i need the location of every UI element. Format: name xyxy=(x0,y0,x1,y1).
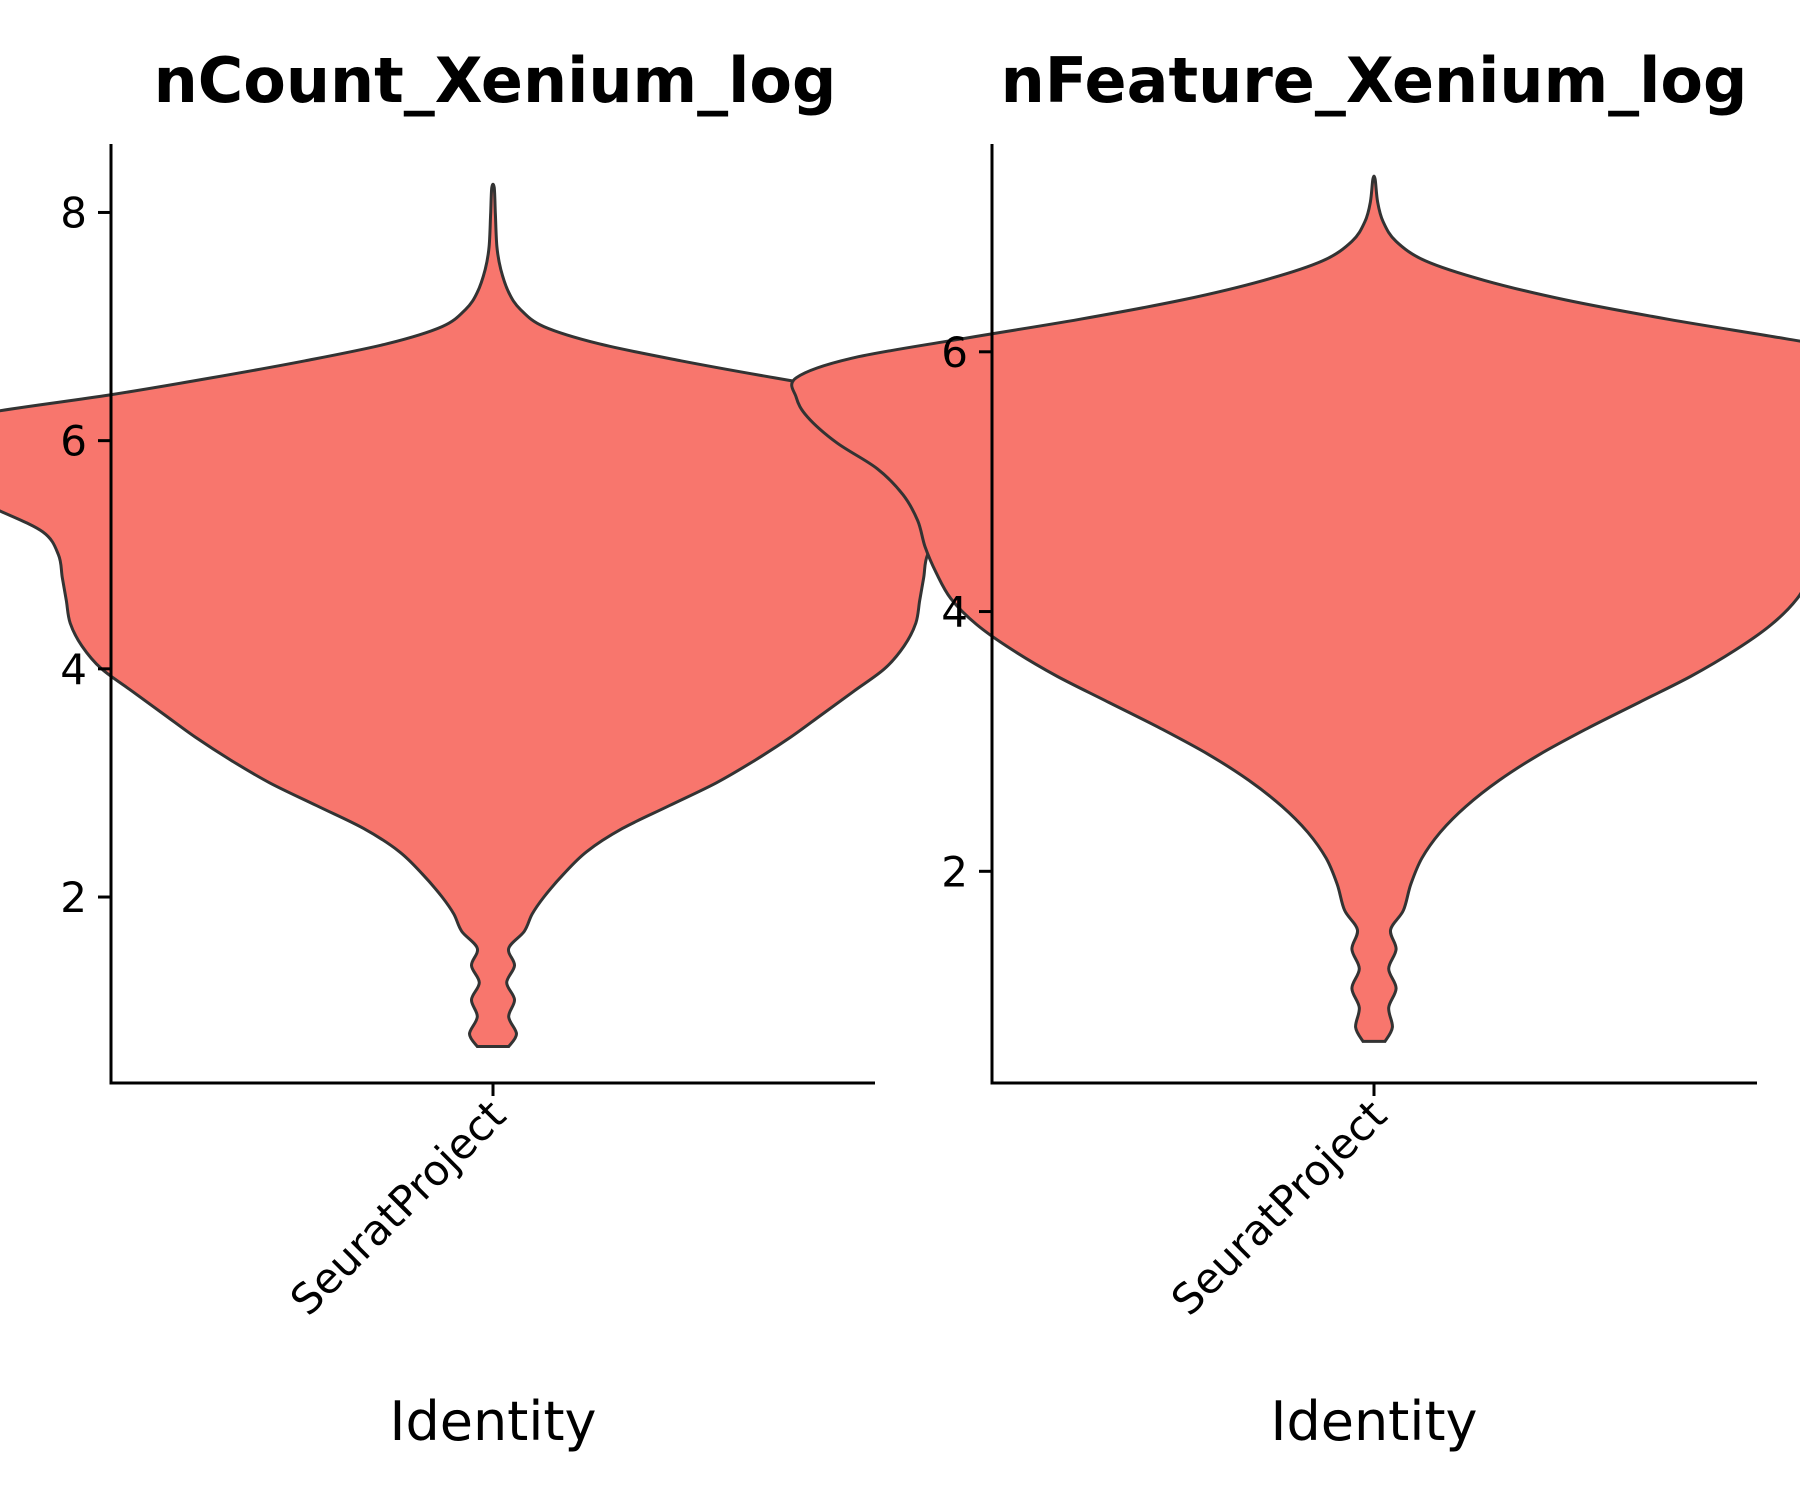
violin-nfeature-seuratproject xyxy=(790,174,1800,1043)
panel-ncount: nCount_Xenium_log 2 4 6 8 SeuratProject Ide… xyxy=(0,44,1086,1453)
panel-nfeature: nFeature_Xenium_log 2 4 6 SeuratProject Id… xyxy=(790,44,1800,1453)
x-axis-label-ncount: Identity xyxy=(390,1390,597,1453)
y-tick-label: 6 xyxy=(941,328,968,377)
y-tick-label: 2 xyxy=(60,873,87,922)
y-ticks-ncount: 2 4 6 8 xyxy=(60,188,111,922)
x-tick-label-ncount: SeuratProject xyxy=(281,1090,515,1324)
chart-title-ncount: nCount_Xenium_log xyxy=(154,44,837,117)
y-tick-label: 2 xyxy=(941,847,968,896)
y-tick-label: 4 xyxy=(60,645,87,694)
y-tick-label: 8 xyxy=(60,188,87,237)
violin-ncount-seuratproject xyxy=(0,182,1086,1048)
chart-title-nfeature: nFeature_Xenium_log xyxy=(1001,44,1748,117)
x-tick-label-nfeature: SeuratProject xyxy=(1162,1090,1396,1324)
y-ticks-nfeature: 2 4 6 xyxy=(941,328,992,896)
x-axis-label-nfeature: Identity xyxy=(1271,1390,1478,1453)
y-tick-label: 6 xyxy=(60,417,87,466)
y-tick-label: 4 xyxy=(941,588,968,637)
